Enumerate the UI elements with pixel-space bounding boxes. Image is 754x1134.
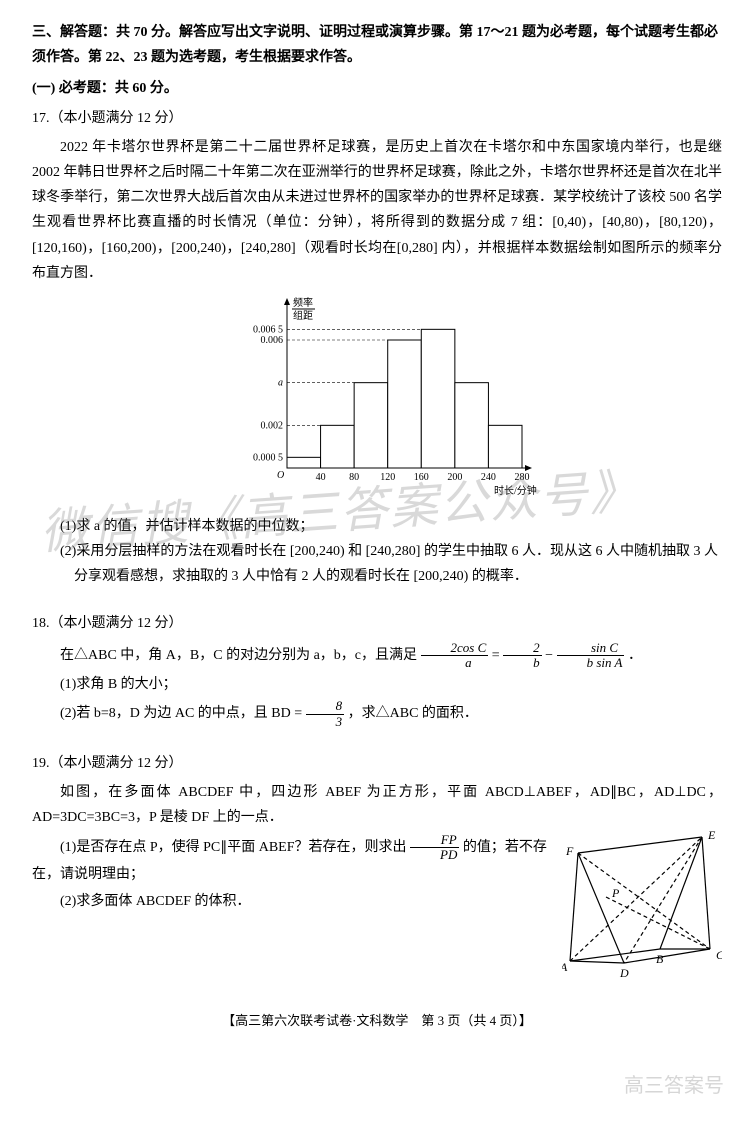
svg-text:0.006 5: 0.006 5 — [253, 324, 283, 335]
q18-sub2: (2)若 b=8，D 为边 AC 的中点，且 BD = 83 ，求△ABC 的面… — [32, 699, 722, 729]
frac-den: a — [421, 656, 489, 670]
svg-text:40: 40 — [316, 472, 326, 483]
q18-sub2-b: ，求△ABC 的面积． — [348, 706, 478, 721]
frac-den: b sin A — [557, 656, 625, 670]
svg-text:E: E — [707, 831, 716, 842]
q18-eq: = — [492, 648, 503, 663]
q18-minus: − — [545, 648, 556, 663]
svg-text:240: 240 — [481, 472, 496, 483]
q17-chart: 频率组距时长/分钟 O 0.000 5 0.002 0.0060.006 5 a 40 80 1… — [32, 294, 722, 504]
svg-text:80: 80 — [349, 472, 359, 483]
sub-section-header: (一) 必考题：共 60 分。 — [32, 76, 722, 101]
q18-frac-m: 2b — [503, 641, 542, 671]
svg-text:F: F — [565, 844, 574, 858]
watermark-corner: 高三答案号 — [624, 1068, 724, 1104]
q19-body: 如图，在多面体 ABCDEF 中，四边形 ABEF 为正方形，平面 ABCD⊥A… — [32, 780, 722, 830]
q19-sub1-frac: FPPD — [410, 833, 459, 863]
svg-text:A: A — [562, 960, 568, 974]
svg-text:0.006: 0.006 — [261, 335, 284, 346]
q19-sub2: (2)求多面体 ABCDEF 的体积． — [32, 889, 554, 914]
frac-num: FP — [410, 833, 459, 848]
svg-text:P: P — [611, 886, 620, 900]
svg-text:200: 200 — [447, 472, 462, 483]
frac-den: b — [503, 656, 542, 670]
q19-header: 19.（本小题满分 12 分） — [32, 751, 722, 776]
frac-num: 8 — [306, 699, 345, 714]
svg-text:0.000 5: 0.000 5 — [253, 452, 283, 463]
page-footer: 【高三第六次联考试卷·文科数学 第 3 页（共 4 页）】 — [32, 1009, 722, 1032]
q17-sub1: (1)求 a 的值，并估计样本数据的中位数； — [32, 514, 722, 539]
q18-sub2-frac: 83 — [306, 699, 345, 729]
q17-sub2: (2)采用分层抽样的方法在观看时长在 [200,240) 和 [240,280]… — [46, 539, 722, 589]
q18-frac-r: sin Cb sin A — [557, 641, 625, 671]
q18-frac-lhs: 2cos Ca — [421, 641, 489, 671]
question-18: 18.（本小题满分 12 分） 在△ABC 中，角 A，B，C 的对边分别为 a… — [32, 611, 722, 729]
q18-header: 18.（本小题满分 12 分） — [32, 611, 722, 636]
svg-text:160: 160 — [414, 472, 429, 483]
frac-num: 2cos C — [421, 641, 489, 656]
svg-text:120: 120 — [380, 472, 395, 483]
frac-num: 2 — [503, 641, 542, 656]
question-19: 19.（本小题满分 12 分） 如图，在多面体 ABCDEF 中，四边形 ABE… — [32, 751, 722, 981]
svg-text:0.002: 0.002 — [261, 420, 284, 431]
question-17: 17.（本小题满分 12 分） 2022 年卡塔尔世界杯是第二十二届世界杯足球赛… — [32, 106, 722, 590]
q18-body: 在△ABC 中，角 A，B，C 的对边分别为 a，b，c，且满足 2cos Ca… — [32, 641, 722, 671]
frac-den: PD — [410, 848, 459, 862]
polyhedron-svg: A B C D E F P — [562, 831, 722, 981]
svg-text:频率: 频率 — [293, 296, 313, 309]
histogram-svg: 频率组距时长/分钟 O 0.000 5 0.002 0.0060.006 5 a 40 80 1… — [217, 294, 537, 504]
q19-sub1: (1)是否存在点 P，使得 PC∥平面 ABEF？若存在，则求出 FPPD 的值… — [32, 833, 554, 888]
frac-den: 3 — [306, 715, 345, 729]
section-header: 三、解答题：共 70 分。解答应写出文字说明、证明过程或演算步骤。第 17～21… — [32, 20, 722, 70]
q18-end: ． — [628, 648, 642, 663]
svg-text:a: a — [278, 378, 283, 389]
svg-text:280: 280 — [515, 472, 530, 483]
svg-text:C: C — [716, 948, 722, 962]
q18-intro: 在△ABC 中，角 A，B，C 的对边分别为 a，b，c，且满足 — [60, 648, 421, 663]
svg-text:D: D — [619, 966, 629, 980]
q19-sub1-a: (1)是否存在点 P，使得 PC∥平面 ABEF？若存在，则求出 — [60, 840, 410, 855]
svg-text:组距: 组距 — [293, 309, 313, 322]
q18-sub1: (1)求角 B 的大小； — [32, 672, 722, 697]
q17-header: 17.（本小题满分 12 分） — [32, 106, 722, 131]
svg-text:时长/分钟: 时长/分钟 — [494, 484, 537, 497]
q18-sub2-a: (2)若 b=8，D 为边 AC 的中点，且 BD = — [60, 706, 306, 721]
svg-text:B: B — [656, 952, 664, 966]
frac-num: sin C — [557, 641, 625, 656]
q17-body: 2022 年卡塔尔世界杯是第二十二届世界杯足球赛，是历史上首次在卡塔尔和中东国家… — [32, 135, 722, 286]
svg-text:O: O — [277, 470, 284, 481]
